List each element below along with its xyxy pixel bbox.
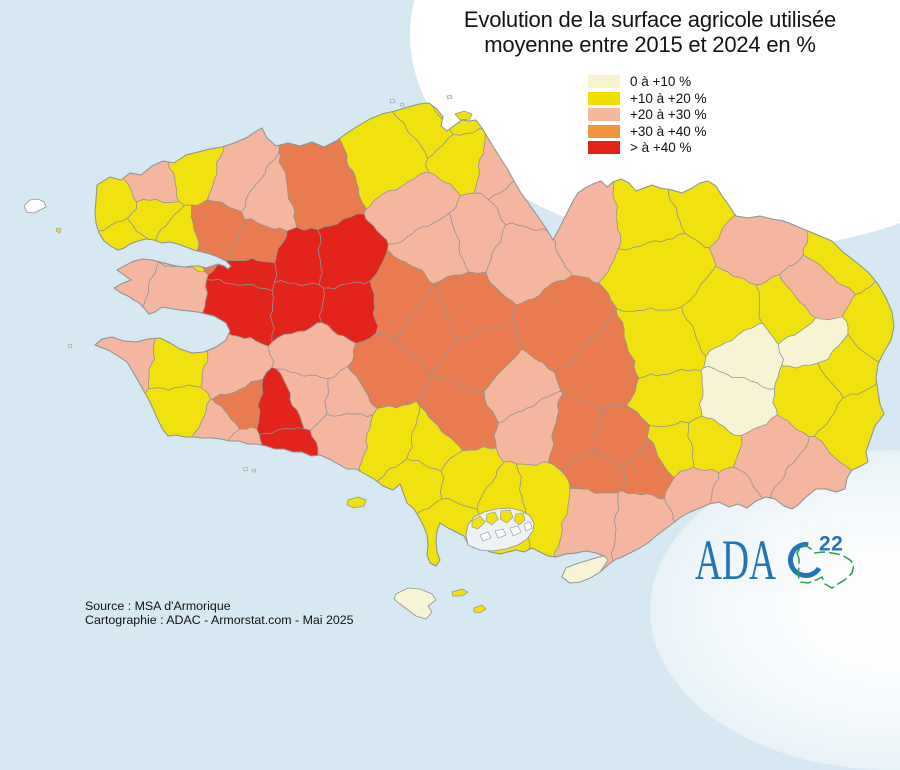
- svg-text:ADA: ADA: [695, 529, 776, 592]
- svg-text:22: 22: [819, 533, 843, 556]
